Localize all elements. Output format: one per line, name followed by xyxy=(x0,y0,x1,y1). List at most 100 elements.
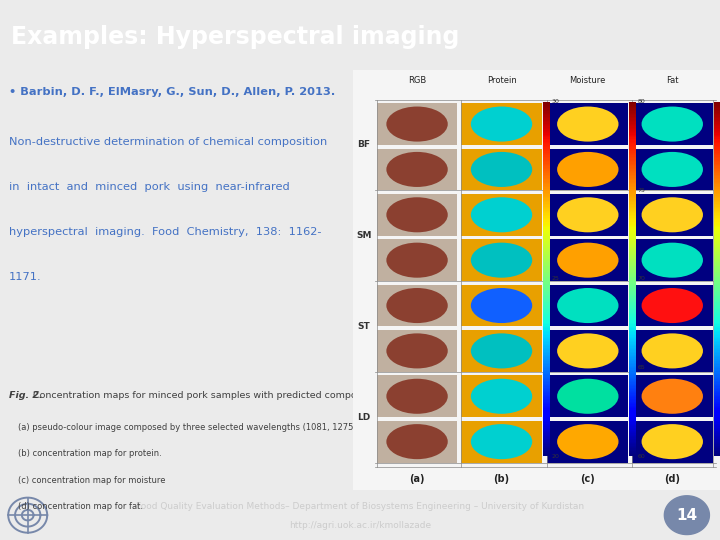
Bar xyxy=(461,375,542,417)
Ellipse shape xyxy=(642,242,703,278)
Ellipse shape xyxy=(471,152,532,187)
Text: http://agri.uok.ac.ir/kmollazade: http://agri.uok.ac.ir/kmollazade xyxy=(289,522,431,530)
Text: Non-destructive determination of chemical composition: Non-destructive determination of chemica… xyxy=(9,137,327,147)
Bar xyxy=(547,194,628,235)
Text: Food Quality Evaluation Methods– Department of Biosystems Engineering – Universi: Food Quality Evaluation Methods– Departm… xyxy=(136,502,584,511)
Ellipse shape xyxy=(642,288,703,323)
Text: • Barbin, D. F., ElMasry, G., Sun, D., Allen, P. 2013.: • Barbin, D. F., ElMasry, G., Sun, D., A… xyxy=(9,87,336,97)
Text: 60: 60 xyxy=(638,454,646,458)
Ellipse shape xyxy=(557,333,618,368)
Ellipse shape xyxy=(387,333,448,368)
Bar xyxy=(547,103,628,145)
Text: 80: 80 xyxy=(638,99,646,104)
Ellipse shape xyxy=(557,106,618,141)
Text: 70: 70 xyxy=(638,276,646,281)
Ellipse shape xyxy=(471,379,532,414)
Ellipse shape xyxy=(557,379,618,414)
Text: 20: 20 xyxy=(552,454,559,458)
Text: (a) pseudo-colour image composed by three selected wavelengths (1081, 1275, 1329: (a) pseudo-colour image composed by thre… xyxy=(18,423,402,431)
Text: (c) concentration map for moisture: (c) concentration map for moisture xyxy=(18,476,166,484)
Ellipse shape xyxy=(387,424,448,459)
Ellipse shape xyxy=(471,197,532,232)
Bar xyxy=(461,285,542,326)
Text: 14: 14 xyxy=(676,508,698,523)
Text: Fig. 2.: Fig. 2. xyxy=(9,391,42,400)
Ellipse shape xyxy=(557,424,618,459)
Text: hyperspectral  imaging.  Food  Chemistry,  138:  1162-: hyperspectral imaging. Food Chemistry, 1… xyxy=(9,227,321,237)
Bar xyxy=(377,285,457,326)
Ellipse shape xyxy=(471,424,532,459)
Text: Fat: Fat xyxy=(666,76,678,85)
Ellipse shape xyxy=(387,379,448,414)
Ellipse shape xyxy=(387,197,448,232)
Ellipse shape xyxy=(557,242,618,278)
Bar xyxy=(377,239,457,281)
Ellipse shape xyxy=(642,106,703,141)
Ellipse shape xyxy=(387,106,448,141)
Bar xyxy=(632,375,713,417)
Ellipse shape xyxy=(642,424,703,459)
Ellipse shape xyxy=(557,197,618,232)
Text: Concentration maps for minced pork samples with predicted composition:: Concentration maps for minced pork sampl… xyxy=(30,391,386,400)
Text: 1171.: 1171. xyxy=(9,272,42,282)
Bar xyxy=(632,103,713,145)
Bar xyxy=(461,148,542,190)
Bar xyxy=(632,285,713,326)
Ellipse shape xyxy=(387,152,448,187)
Text: LD: LD xyxy=(357,413,371,422)
Bar xyxy=(377,148,457,190)
Polygon shape xyxy=(665,496,709,535)
Ellipse shape xyxy=(642,333,703,368)
Text: (c): (c) xyxy=(580,474,595,484)
Text: Moisture: Moisture xyxy=(570,76,606,85)
Bar xyxy=(632,421,713,462)
Text: (d) concentration map for fat.: (d) concentration map for fat. xyxy=(18,502,143,511)
Ellipse shape xyxy=(471,242,532,278)
Bar xyxy=(547,148,628,190)
Bar xyxy=(461,103,542,145)
Ellipse shape xyxy=(471,333,532,368)
Text: SM: SM xyxy=(356,231,372,240)
Bar xyxy=(632,239,713,281)
Bar xyxy=(377,194,457,235)
Bar xyxy=(632,194,713,235)
Text: in  intact  and  minced  pork  using  near-infrared: in intact and minced pork using near-inf… xyxy=(9,182,289,192)
Ellipse shape xyxy=(642,379,703,414)
Bar xyxy=(547,375,628,417)
Bar xyxy=(547,239,628,281)
Text: (b) concentration map for protein.: (b) concentration map for protein. xyxy=(18,449,161,458)
Text: 75: 75 xyxy=(638,188,646,193)
Bar xyxy=(461,421,542,462)
Text: Protein: Protein xyxy=(487,76,516,85)
Text: BF: BF xyxy=(357,140,370,150)
Text: ST: ST xyxy=(357,322,370,331)
Ellipse shape xyxy=(471,106,532,141)
Bar xyxy=(632,148,713,190)
Bar xyxy=(377,330,457,372)
Ellipse shape xyxy=(557,288,618,323)
Bar xyxy=(632,330,713,372)
Ellipse shape xyxy=(642,152,703,187)
Bar xyxy=(547,285,628,326)
Bar xyxy=(461,194,542,235)
Text: RGB: RGB xyxy=(408,76,426,85)
Ellipse shape xyxy=(387,242,448,278)
Bar xyxy=(377,103,457,145)
Text: 65: 65 xyxy=(638,365,646,370)
Bar xyxy=(377,375,457,417)
Ellipse shape xyxy=(557,152,618,187)
Text: 30: 30 xyxy=(552,99,559,104)
Text: (d): (d) xyxy=(665,474,680,484)
Text: (b): (b) xyxy=(493,474,510,484)
Bar xyxy=(461,330,542,372)
Text: Examples: Hyperspectral imaging: Examples: Hyperspectral imaging xyxy=(11,24,459,49)
Ellipse shape xyxy=(471,288,532,323)
Text: (a): (a) xyxy=(409,474,425,484)
Text: 25: 25 xyxy=(552,276,559,281)
Ellipse shape xyxy=(387,288,448,323)
Bar xyxy=(547,330,628,372)
Bar xyxy=(461,239,542,281)
Ellipse shape xyxy=(642,197,703,232)
Bar xyxy=(377,421,457,462)
Bar xyxy=(547,421,628,462)
